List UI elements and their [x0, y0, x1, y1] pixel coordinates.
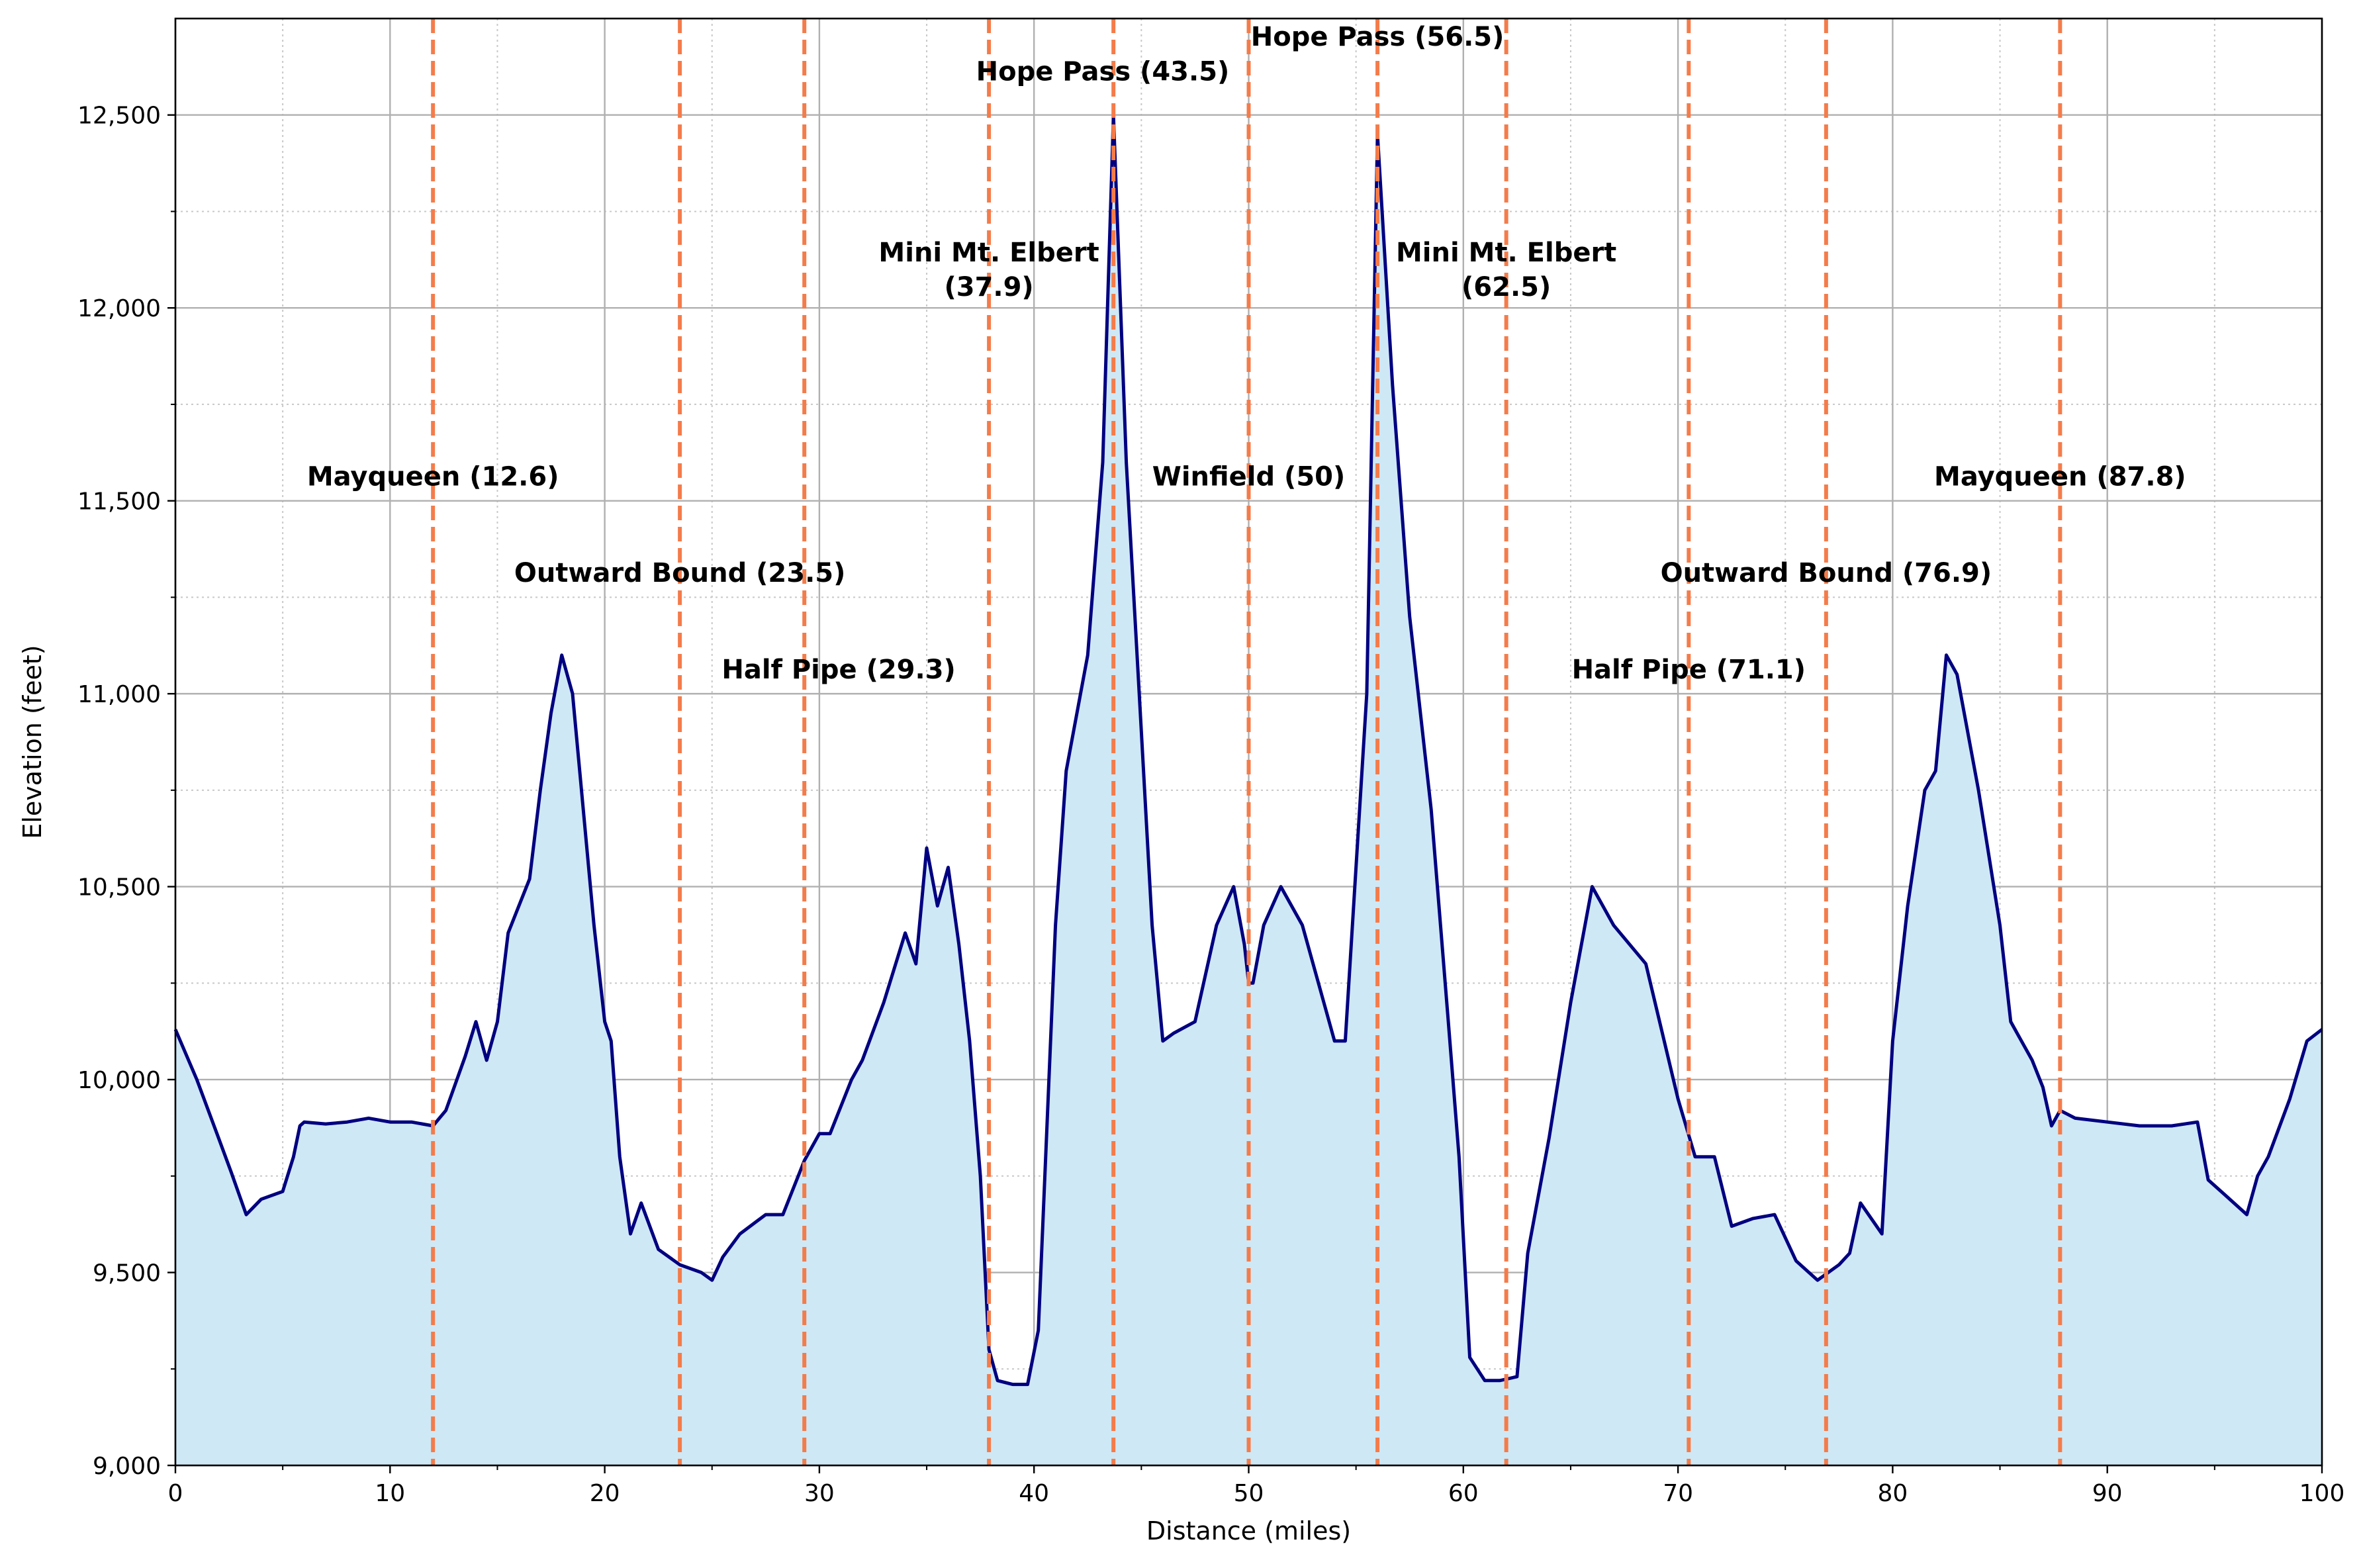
y-tick-label: 12,500 — [77, 103, 161, 130]
marker-label-line2: (37.9) — [944, 272, 1033, 302]
marker-label: Mayqueen (87.8) — [1934, 461, 2186, 492]
y-tick-label: 10,500 — [77, 874, 161, 901]
y-axis-label: Elevation (feet) — [18, 645, 47, 839]
x-tick-label: 20 — [590, 1480, 620, 1507]
marker-label: Mini Mt. Elbert — [1396, 238, 1616, 268]
marker-label: Half Pipe (29.3) — [721, 655, 955, 685]
marker-label: Half Pipe (71.1) — [1572, 655, 1806, 685]
y-tick-label: 9,500 — [93, 1260, 161, 1287]
x-tick-label: 50 — [1234, 1480, 1264, 1507]
marker-label: Outward Bound (76.9) — [1661, 558, 1992, 588]
x-tick-label: 30 — [804, 1480, 835, 1507]
y-tick-label: 11,500 — [77, 488, 161, 516]
x-tick-label: 70 — [1663, 1480, 1693, 1507]
x-axis-label: Distance (miles) — [1146, 1516, 1351, 1545]
x-tick-label: 100 — [2299, 1480, 2345, 1507]
x-tick-label: 40 — [1019, 1480, 1049, 1507]
y-tick-label: 12,000 — [77, 295, 161, 322]
elevation-line — [173, 113, 2323, 1387]
x-tick-label: 60 — [1448, 1480, 1479, 1507]
y-tick-label: 11,000 — [77, 681, 161, 708]
aid-station-markers — [431, 19, 2062, 1465]
x-tick-label: 0 — [168, 1480, 183, 1507]
marker-label: Hope Pass (56.5) — [1251, 22, 1505, 52]
y-axis-ticks: 9,000 9,500 10,000 10,500 11,000 11,500 12,000… — [77, 103, 175, 1480]
marker-label: Winfield (50) — [1152, 461, 1346, 492]
marker-label: Mayqueen (12.6) — [307, 461, 559, 492]
marker-label-line2: (62.5) — [1461, 272, 1551, 302]
y-tick-label: 10,000 — [77, 1067, 161, 1094]
x-tick-label: 80 — [1877, 1480, 1908, 1507]
y-tick-label: 9,000 — [93, 1453, 161, 1480]
marker-labels: Mayqueen (12.6) Outward Bound (23.5) Half … — [307, 22, 2186, 685]
marker-label: Mini Mt. Elbert — [878, 238, 1099, 268]
x-axis-ticks: 0 10 20 30 40 50 60 70 80 90 100 — [168, 1465, 2345, 1507]
x-tick-label: 10 — [375, 1480, 405, 1507]
marker-label: Hope Pass (43.5) — [976, 56, 1230, 87]
marker-label: Outward Bound (23.5) — [514, 558, 846, 588]
x-tick-label: 90 — [2092, 1480, 2123, 1507]
